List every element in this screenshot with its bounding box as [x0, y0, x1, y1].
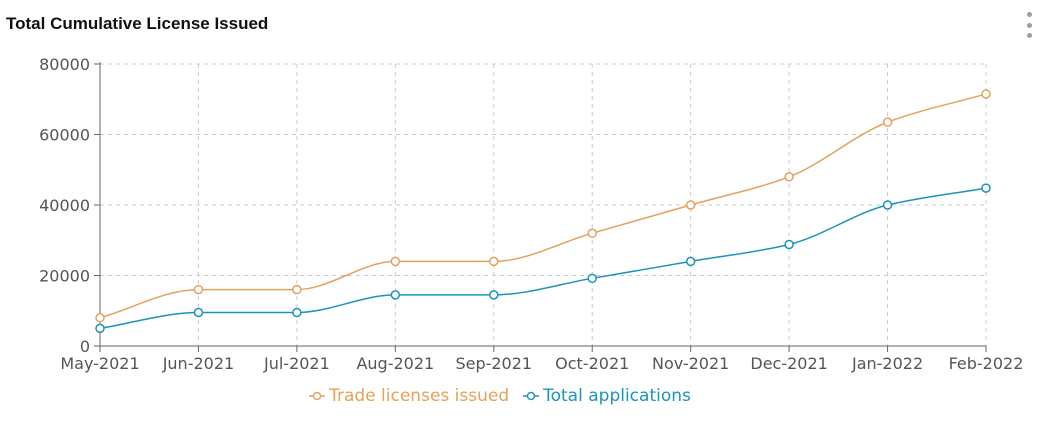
menu-dot	[1026, 12, 1032, 17]
legend-item[interactable]: Trade licenses issued	[309, 386, 509, 406]
data-point[interactable]	[95, 313, 105, 323]
data-point[interactable]	[784, 239, 794, 250]
data-point[interactable]	[685, 256, 696, 267]
x-axis-ticks: May-2021 Jun-2021 Jul-2021 Aug-2021 Sep-2021…	[60, 346, 1023, 373]
kebab-menu-icon[interactable]	[1020, 12, 1038, 38]
series-group	[95, 89, 991, 334]
x-tick-label: Oct-2021	[555, 354, 629, 373]
legend-label: Trade licenses issued	[329, 386, 510, 406]
x-tick-label: May-2021	[60, 354, 139, 373]
data-point[interactable]	[292, 284, 302, 295]
chart-title: Total Cumulative License Issued	[6, 14, 269, 33]
data-point[interactable]	[882, 200, 893, 210]
x-tick-label: Nov-2021	[652, 354, 729, 373]
legend-label: Total applications	[543, 386, 691, 406]
x-tick-label: Aug-2021	[356, 354, 434, 373]
x-tick-label: Jul-2021	[263, 354, 330, 373]
data-point[interactable]	[390, 290, 401, 300]
series-line	[99, 93, 987, 319]
data-point[interactable]	[193, 284, 204, 295]
menu-dot	[1026, 33, 1032, 38]
x-tick-label: Dec-2021	[750, 354, 827, 373]
data-point[interactable]	[95, 323, 105, 334]
y-tick-label: 20000	[39, 267, 90, 286]
x-tick-label: Sep-2021	[455, 354, 532, 373]
y-axis-ticks: 0 20000 40000 60000 80000	[39, 55, 100, 356]
axes	[99, 62, 986, 347]
data-point[interactable]	[193, 307, 204, 318]
grid-lines	[100, 63, 987, 346]
data-point[interactable]	[489, 290, 499, 300]
x-tick-label: Jun-2021	[162, 354, 235, 373]
data-point[interactable]	[587, 228, 597, 238]
data-point[interactable]	[981, 89, 991, 99]
y-tick-label: 40000	[39, 196, 90, 215]
data-point[interactable]	[981, 183, 991, 193]
data-point[interactable]	[292, 307, 302, 318]
data-point[interactable]	[390, 256, 401, 267]
x-tick-label: Jan-2022	[851, 354, 923, 373]
y-tick-label: 60000	[39, 126, 90, 145]
data-point[interactable]	[784, 172, 794, 182]
legend-line-marker-icon	[523, 391, 540, 401]
menu-dot	[1026, 22, 1032, 28]
x-tick-label: Feb-2022	[949, 354, 1024, 373]
data-point[interactable]	[685, 200, 696, 210]
data-point[interactable]	[882, 117, 893, 127]
legend-item[interactable]: Total applications	[523, 386, 691, 406]
series-line	[99, 187, 987, 330]
y-tick-label: 0	[80, 337, 90, 356]
legend: Trade licenses issued Total applications	[0, 386, 1000, 406]
legend-line-marker-icon	[309, 391, 326, 401]
data-point[interactable]	[587, 273, 597, 284]
data-point[interactable]	[489, 256, 499, 267]
y-tick-label: 80000	[39, 55, 90, 74]
